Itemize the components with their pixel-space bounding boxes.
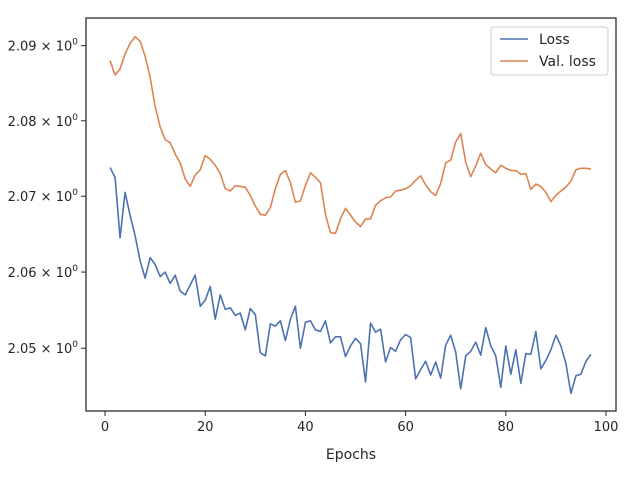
y-tick-label: 2.05 × 100	[8, 340, 79, 357]
x-tick-label: 40	[297, 420, 314, 435]
series-line-2	[109, 35, 592, 235]
legend-label-1: Loss	[539, 32, 570, 48]
legend-label-2: Val. loss	[539, 54, 596, 70]
y-tick-label: 2.07 × 100	[8, 188, 79, 205]
series-line-1	[109, 167, 592, 395]
x-tick-label: 0	[101, 420, 109, 435]
x-tick-label: 80	[498, 420, 515, 435]
x-tick-label: 60	[397, 420, 414, 435]
y-tick-label: 2.08 × 100	[8, 113, 79, 130]
x-tick-label: 100	[594, 420, 619, 435]
x-axis-label: Epochs	[326, 447, 376, 463]
plot-frame	[85, 17, 617, 412]
y-tick-label: 2.09 × 100	[8, 38, 79, 55]
series-layer	[109, 35, 592, 395]
tick-layer: 0 20 40 60 80 100 2.05 × 100 2.06 × 100 2.07 × 1…	[8, 38, 619, 435]
x-tick-label: 20	[197, 420, 214, 435]
y-tick-label: 2.06 × 100	[8, 264, 79, 281]
legend: Loss Val. loss	[490, 26, 609, 76]
